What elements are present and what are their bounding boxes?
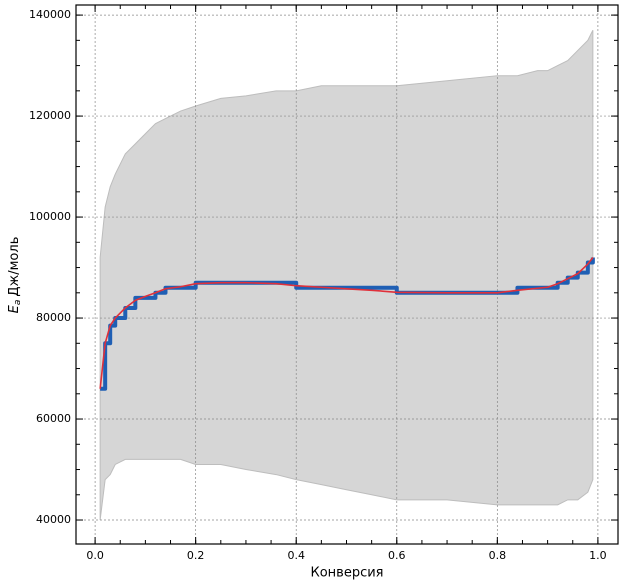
y-axis-label: Ea Дж/моль (7, 237, 23, 314)
y-tick-label: 40000 (36, 513, 71, 526)
y-label-unit: Дж/моль (7, 237, 22, 297)
y-tick-label: 120000 (29, 109, 71, 122)
x-tick-label: 0.2 (187, 549, 205, 562)
y-tick-label: 80000 (36, 311, 71, 324)
x-tick-label: 0.0 (86, 549, 104, 562)
confidence-band (99, 30, 594, 521)
plot-frame (75, 4, 619, 545)
y-tick-label: 140000 (29, 8, 71, 21)
x-tick-label: 0.4 (287, 549, 305, 562)
y-tick-label: 60000 (36, 412, 71, 425)
line (99, 256, 594, 389)
y-tick-label: 100000 (29, 210, 71, 223)
x-axis-label: Конверсия (310, 566, 383, 581)
x-tick-label: 1.0 (589, 549, 607, 562)
x-tick-label: 0.8 (489, 549, 507, 562)
line (100, 257, 595, 391)
y-label-symbol: E (7, 304, 22, 313)
y-label-subscript: a (13, 300, 23, 306)
x-tick-label: 0.6 (388, 549, 406, 562)
